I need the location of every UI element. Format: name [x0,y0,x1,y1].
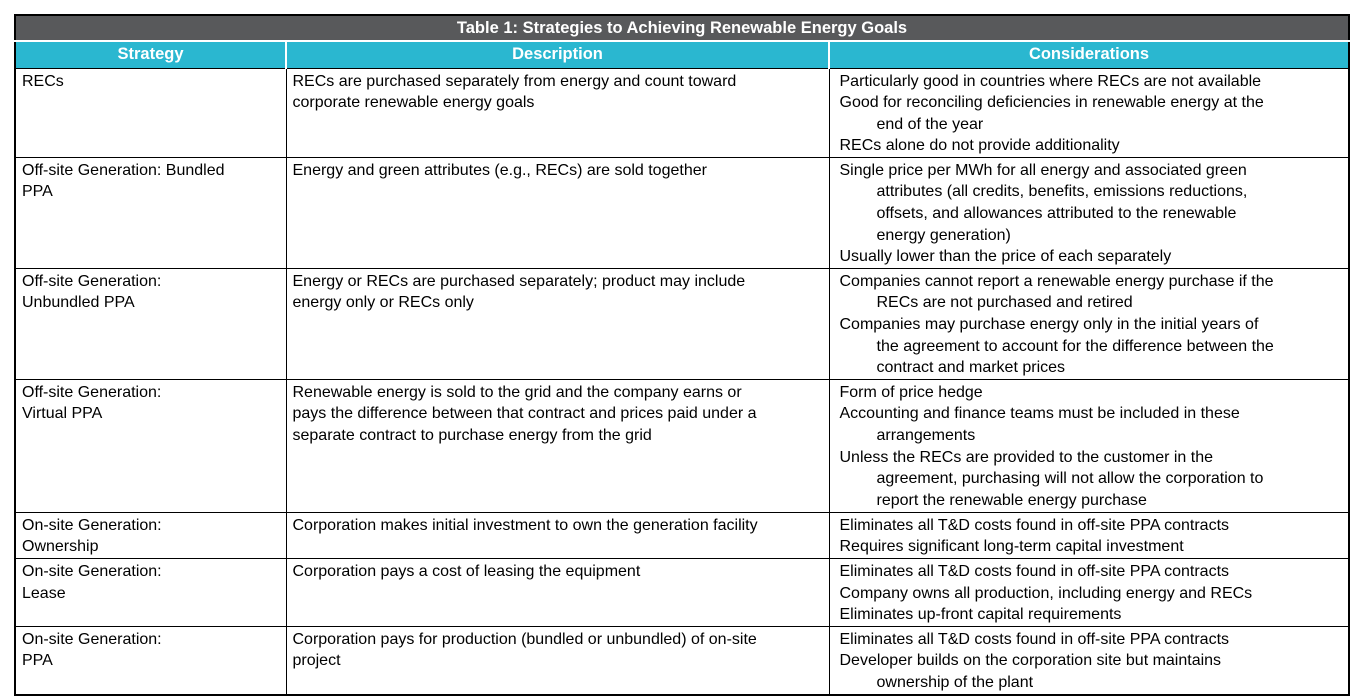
consideration-item: Developer builds on the corporation site… [839,652,1222,691]
consideration-item: Single price per MWh for all energy and … [839,161,1248,244]
description-cell: RECs are purchased separately from energ… [285,67,830,158]
table-row: Off-site Generation: Unbundled PPA Energ… [14,267,1350,380]
table-row: Off-site Generation: Virtual PPA Renewab… [14,378,1350,513]
consideration-item: Eliminates all T&D costs found in off-si… [839,563,1230,580]
table-title-row: Table 1: Strategies to Achieving Renewab… [15,15,1349,41]
table-row: Off-site Generation: Bundled PPA Energy … [14,156,1350,269]
consideration-item: Companies cannot report a renewable ener… [839,272,1274,312]
consideration-item: Eliminates up-front capital requirements [839,606,1122,624]
table-title: Table 1: Strategies to Achieving Renewab… [15,15,1349,41]
table-row: RECs RECs are purchased separately from … [14,67,1350,158]
description-cell: Energy or RECs are purchased separately;… [285,267,830,380]
column-header-strategy: Strategy [15,40,286,69]
consideration-item: Eliminates all T&D costs found in off-si… [839,516,1230,534]
considerations-cell: Single price per MWh for all energy and … [828,156,1350,269]
description-cell: Energy and green attributes (e.g., RECs)… [285,156,830,269]
consideration-item: Form of price hedge [839,383,983,401]
strategy-cell: Off-site Generation: Bundled PPA [14,156,287,269]
column-header-description: Description [285,40,829,69]
consideration-item: Particularly good in countries where REC… [839,72,1262,90]
strategy-cell: Off-site Generation: Unbundled PPA [14,267,287,380]
consideration-item: Company owns all production, including e… [839,584,1253,602]
table-row: On-site Generation: Ownership Corporatio… [14,511,1350,560]
strategy-cell: RECs [14,67,287,158]
considerations-cell: Particularly good in countries where REC… [828,67,1350,158]
considerations-cell: Eliminates all T&D costs found in off-si… [828,511,1350,560]
considerations-cell: Companies cannot report a renewable ener… [828,267,1350,380]
consideration-item: Requires significant long-term capital i… [839,538,1184,556]
considerations-cell: Eliminates all T&D costs found in off-si… [828,625,1350,696]
strategy-cell: On-site Generation: PPA [14,625,287,696]
column-header-row: Strategy Description Considerations [15,40,1349,69]
consideration-item: Good for reconciling deficiencies in ren… [839,94,1264,133]
column-header-considerations: Considerations [828,40,1349,69]
table-row: On-site Generation: Lease Corporation pa… [14,558,1350,627]
consideration-item: Unless the RECs are provided to the cust… [839,448,1264,509]
table-row: On-site Generation: PPA Corporation pays… [14,625,1350,696]
consideration-item: Eliminates all T&D costs found in off-si… [839,630,1230,648]
consideration-item: Companies may purchase energy only in th… [839,316,1274,377]
strategies-table: Table 1: Strategies to Achieving Renewab… [14,14,1350,696]
strategy-cell: On-site Generation: Lease [14,558,287,627]
description-cell: Corporation makes initial investment to … [285,511,830,560]
considerations-cell: Form of price hedge Accounting and finan… [828,378,1350,513]
consideration-item: RECs alone do not provide additionality [839,137,1120,155]
description-cell: Renewable energy is sold to the grid and… [285,378,830,513]
consideration-item: Accounting and finance teams must be inc… [839,405,1240,444]
strategy-cell: Off-site Generation: Virtual PPA [14,378,287,513]
consideration-item: Usually lower than the price of each sep… [839,248,1172,266]
strategy-cell: On-site Generation: Ownership [14,511,287,560]
description-cell: Corporation pays a cost of leasing the e… [285,558,830,627]
description-cell: Corporation pays for production (bundled… [285,625,830,696]
considerations-cell: Eliminates all T&D costs found in off-si… [828,558,1350,627]
